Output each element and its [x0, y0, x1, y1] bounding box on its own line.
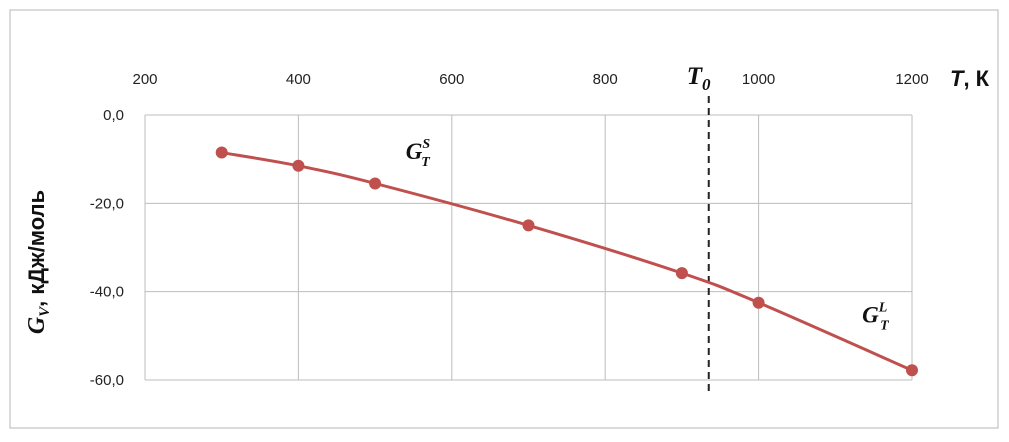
x-axis-title: T, К [950, 66, 990, 91]
data-point [369, 177, 382, 190]
x-tick-label: 600 [439, 71, 464, 88]
data-point [675, 267, 688, 280]
data-point [215, 146, 228, 159]
data-point [522, 219, 535, 232]
y-tick-label: -40,0 [90, 284, 124, 301]
data-point [752, 296, 765, 309]
chart-border [9, 9, 999, 429]
annotation-gts: GS T [406, 137, 431, 170]
y-tick-labels: 0,0 -20,0 -40,0 -60,0 [90, 107, 124, 389]
series-line [221, 151, 913, 372]
x-tick-label: 400 [286, 71, 311, 88]
x-tick-label: 1200 [895, 71, 928, 88]
annotation-gtl: GL T [862, 301, 890, 334]
x-tick-labels: 200 400 600 800 1000 1200 [132, 71, 928, 88]
y-tick-label: 0,0 [103, 107, 124, 124]
grid [144, 114, 913, 381]
curve-annotations: GS T GL T [406, 137, 890, 333]
x-tick-label: 800 [593, 71, 618, 88]
x-tick-label: 1000 [742, 71, 775, 88]
y-tick-label: -60,0 [90, 372, 124, 389]
t0-label: T0 [687, 63, 711, 94]
y-tick-label: -20,0 [90, 195, 124, 212]
y-axis-title: GV, кДж/моль [24, 190, 53, 334]
data-point [906, 364, 918, 377]
x-tick-label: 200 [132, 71, 157, 88]
series-markers [215, 146, 918, 377]
data-point [292, 159, 305, 172]
